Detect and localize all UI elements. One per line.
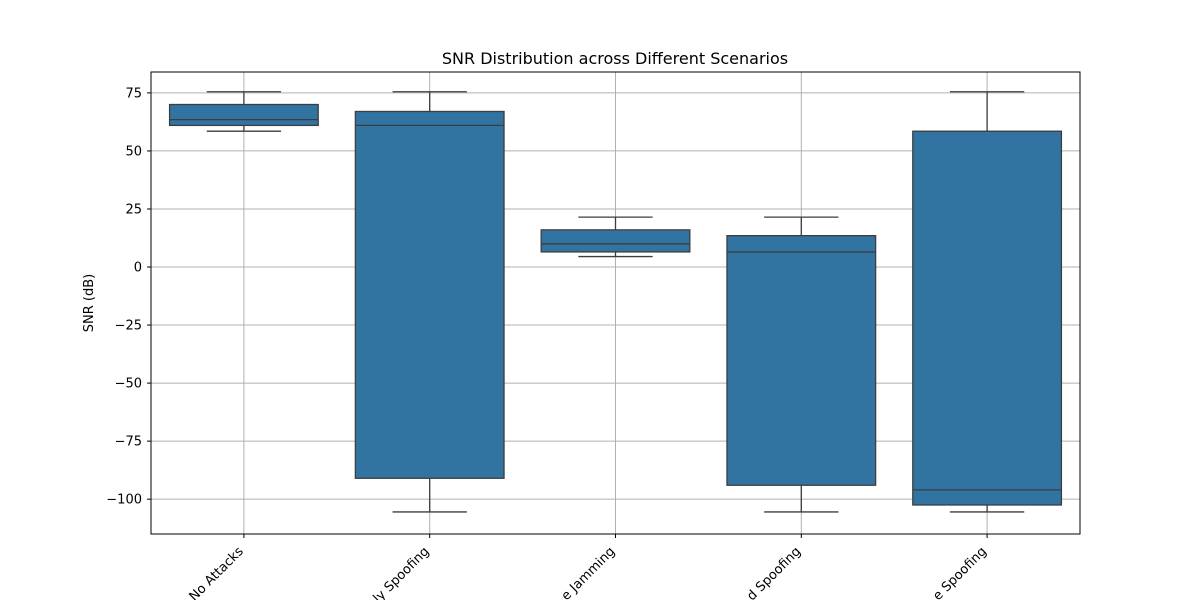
box-iqr (540, 229, 691, 253)
y-tick-label: 50 (125, 144, 142, 159)
box-iqr (354, 110, 505, 479)
box-layer (168, 91, 1063, 513)
x-tick-label: ly Spoofing (371, 544, 433, 600)
y-tick-label: −50 (115, 377, 142, 392)
y-tick-label: −100 (106, 493, 142, 508)
y-tick-label: 0 (134, 261, 142, 276)
x-tick-label: e Jamming (559, 544, 619, 600)
chart-title: SNR Distribution across Different Scenar… (442, 49, 788, 68)
y-axis-label: SNR (dB) (82, 274, 97, 332)
y-tick-label: 25 (125, 202, 142, 217)
x-tick-label: d Spoofing (744, 544, 804, 600)
y-tick-label: −25 (115, 319, 142, 334)
box-iqr (168, 103, 319, 127)
box-iqr (912, 130, 1063, 506)
x-tick-label: e Spoofing (930, 544, 990, 600)
y-tick-label: −75 (115, 435, 142, 450)
x-tick-label: No Attacks (187, 544, 247, 600)
y-tick-label: 75 (125, 86, 142, 101)
box-iqr (726, 235, 877, 486)
